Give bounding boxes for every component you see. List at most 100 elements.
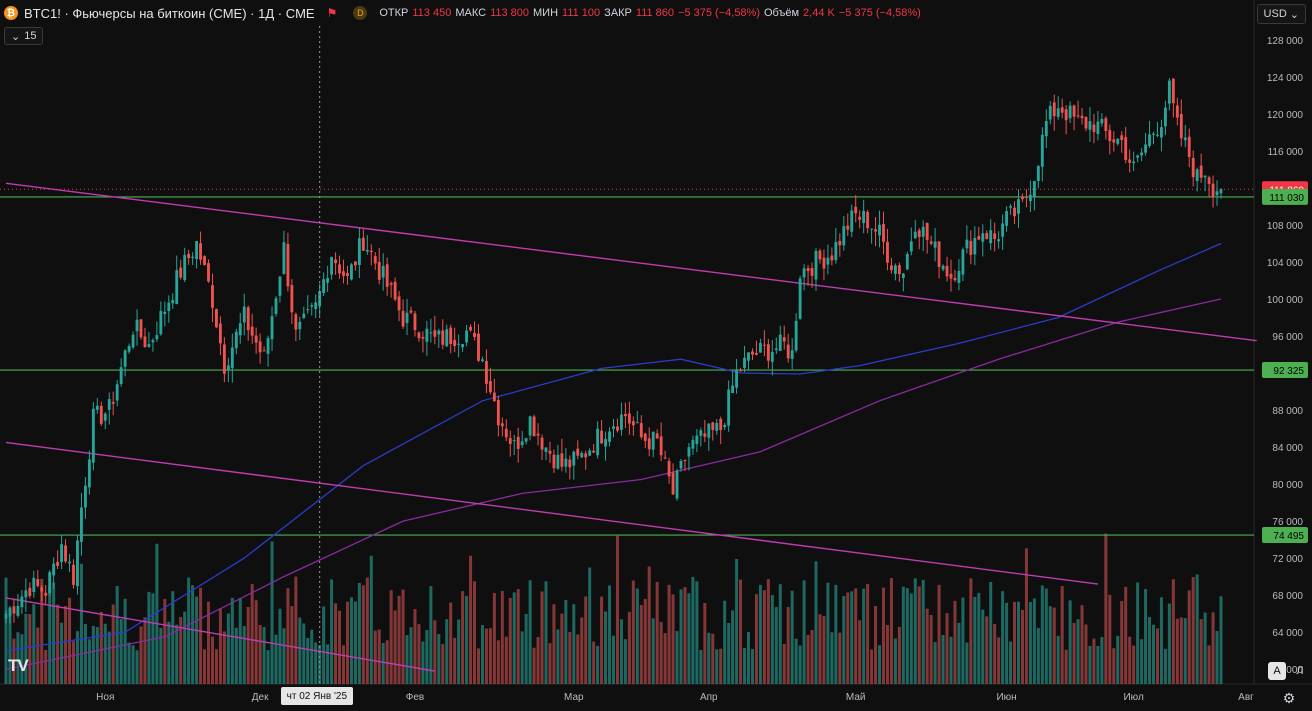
volume-bar	[679, 589, 683, 684]
candle-body	[12, 606, 16, 614]
candle-body	[608, 431, 611, 442]
open-label: ОТКР	[379, 7, 409, 19]
candle-body	[1120, 135, 1124, 141]
candle-body	[80, 507, 83, 542]
candle-body	[758, 343, 762, 353]
tradingview-logo[interactable]: TV	[8, 656, 29, 675]
collapse-button[interactable]: ⌄ 15	[4, 27, 44, 45]
candle-body	[878, 224, 881, 236]
volume-bar	[1040, 585, 1044, 684]
flag-icon[interactable]: ⚑	[326, 6, 338, 20]
candle-body	[1179, 113, 1183, 139]
trend-line	[5, 182, 1257, 342]
candle-body	[346, 273, 349, 277]
candle-body	[282, 242, 286, 274]
volume-bar	[909, 593, 913, 684]
candle-body	[627, 413, 631, 424]
volume-bar	[449, 602, 453, 684]
candle-body	[159, 310, 163, 335]
candle-body	[36, 579, 40, 587]
candle-body	[921, 226, 925, 237]
candle-body	[854, 206, 858, 214]
volume-bar	[615, 535, 619, 684]
volume-bar	[1108, 594, 1112, 684]
volume-bar	[457, 619, 461, 684]
volume-bar	[191, 585, 195, 684]
candle-body	[695, 435, 699, 445]
volume-bar	[1219, 596, 1223, 684]
volume-bar	[60, 622, 64, 684]
volume-bar	[985, 616, 989, 684]
candle-body	[564, 458, 568, 467]
candle-body	[1021, 196, 1024, 200]
volume-bar	[385, 640, 389, 684]
candle-body	[203, 256, 206, 266]
candle-body	[1152, 133, 1155, 135]
volume-bar	[1215, 631, 1219, 684]
volume-bar	[361, 585, 365, 684]
volume-bar	[195, 596, 199, 684]
candle-body	[326, 278, 330, 283]
price-tick-label: 100 000	[1267, 295, 1304, 306]
volume-bar	[1159, 597, 1163, 684]
volume-bar	[1163, 648, 1167, 684]
gear-icon[interactable]: ⚙	[1282, 689, 1296, 706]
volume-bar	[608, 585, 612, 684]
candle-body	[28, 587, 32, 597]
candle-body	[441, 330, 445, 345]
candle-body	[465, 330, 469, 343]
dividends-badge[interactable]: D	[353, 6, 368, 20]
volume-bar	[397, 595, 401, 684]
symbol-title[interactable]: BTC1! · Фьючерсы на биткоин (CME) · 1Д ·…	[24, 5, 315, 21]
volume-bar	[611, 635, 616, 684]
volume-bar	[87, 639, 91, 684]
volume-bar	[838, 632, 842, 684]
volume-bar	[99, 611, 103, 684]
volume-bar	[1144, 589, 1148, 684]
candle-body	[298, 321, 302, 330]
volume-bar	[941, 634, 945, 684]
volume-bar	[881, 587, 886, 684]
volume-bar	[1048, 606, 1052, 684]
volume-bar	[36, 627, 40, 684]
volume-bar	[365, 577, 369, 684]
volume-bar	[159, 627, 163, 684]
candle-body	[1104, 118, 1108, 131]
candle-body	[425, 328, 429, 342]
price-tick-label: 84 000	[1272, 443, 1303, 454]
candle-body	[369, 250, 373, 253]
volume-bar	[961, 597, 965, 684]
candle-body	[1148, 134, 1151, 146]
price-label-text: 92 325	[1273, 366, 1304, 377]
volume-bar	[1080, 605, 1084, 684]
candle-body	[1013, 207, 1016, 217]
candle-body	[131, 334, 135, 348]
auto-scale-button[interactable]: A	[1268, 662, 1286, 680]
candle-body	[893, 265, 897, 274]
volume-change-value: −5 375 (−4,58%)	[838, 7, 921, 19]
volume-bar	[929, 614, 933, 684]
volume-bar	[218, 608, 222, 684]
candle-body	[1084, 116, 1088, 129]
candle-body	[76, 540, 79, 587]
volume-bar	[1020, 609, 1024, 684]
volume-bar	[1024, 548, 1028, 684]
candle-body	[874, 229, 877, 232]
volume-bar	[715, 649, 719, 684]
volume-bar	[687, 593, 691, 684]
currency-selector[interactable]: USD ⌄	[1256, 4, 1306, 24]
volume-bar	[564, 600, 568, 684]
price-label-box	[1262, 362, 1308, 379]
volume-bar	[318, 645, 322, 684]
price-label-box	[1262, 527, 1308, 544]
volume-bar	[572, 604, 576, 684]
log-scale-button[interactable]: Л	[1296, 665, 1304, 677]
candle-body	[52, 563, 56, 576]
candle-body	[620, 414, 623, 430]
candle-body	[770, 351, 774, 362]
volume-bar	[250, 583, 254, 684]
volume-bar	[719, 648, 723, 684]
volume-bar	[997, 637, 1001, 684]
time-tick-label: Авг	[1238, 692, 1254, 703]
